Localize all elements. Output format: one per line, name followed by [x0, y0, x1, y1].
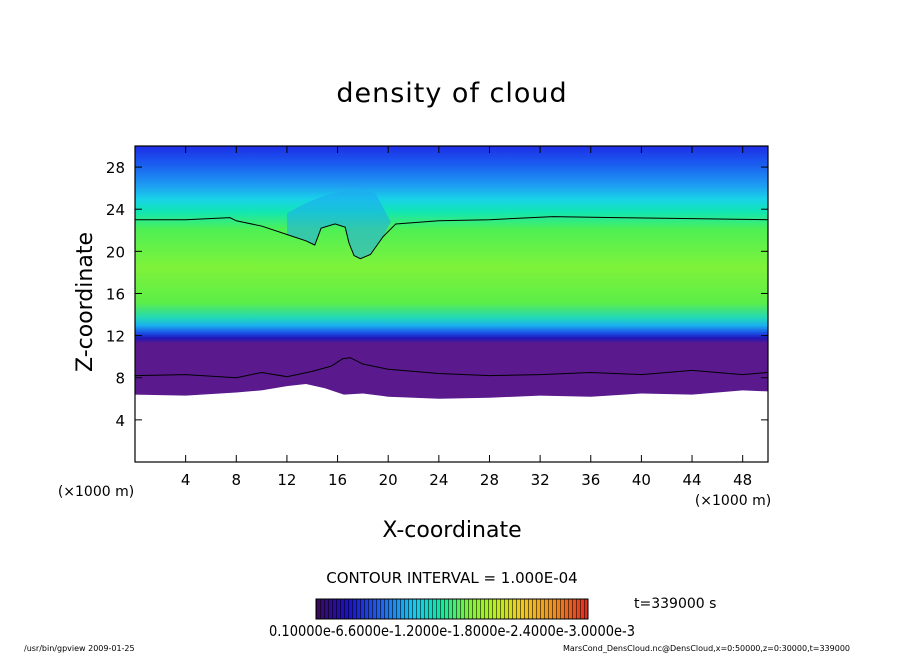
x-tick-label: 4: [181, 471, 191, 489]
z-unit-label: (×1000 m): [58, 484, 134, 500]
x-unit-label: (×1000 m): [695, 493, 771, 509]
x-axis-label: X-coordinate: [382, 518, 521, 543]
x-tick-label: 16: [328, 471, 347, 489]
y-tick-label: 12: [106, 328, 125, 346]
x-tick-label: 28: [480, 471, 499, 489]
time-label: t=339000 s: [634, 596, 716, 612]
colorbar-tick-labels: 0.10000e-6.6000e-1.2000e-1.8000e-2.4000e…: [269, 622, 635, 640]
x-tick-label: 8: [232, 471, 242, 489]
y-tick-label: 8: [115, 370, 125, 388]
plot-area: [135, 146, 768, 399]
x-tick-label: 20: [379, 471, 398, 489]
density-field: [135, 146, 768, 399]
x-tick-label: 48: [733, 471, 752, 489]
x-tick-label: 40: [632, 471, 651, 489]
x-axis-ticks: 4 8 12 16 20 24 28 32 36 40 44 48: [181, 146, 752, 489]
lower-contour-line: [135, 357, 768, 379]
footer-left: /usr/bin/gpview 2009-01-25: [24, 644, 135, 653]
contour-interval-label: CONTOUR INTERVAL = 1.000E-04: [326, 569, 577, 587]
x-tick-label: 24: [429, 471, 448, 489]
x-tick-label: 36: [581, 471, 600, 489]
x-tick-label: 32: [531, 471, 550, 489]
upper-contour-line: [135, 216, 768, 260]
plot-frame: [134, 145, 769, 463]
x-tick-label: 12: [277, 471, 296, 489]
y-axis-ticks: 4 8 12 16 20 24 28: [106, 159, 768, 430]
y-tick-label: 4: [115, 412, 125, 430]
colorbar-levels: [316, 599, 588, 619]
chart-title: density of cloud: [336, 78, 567, 109]
y-tick-label: 24: [106, 201, 125, 219]
y-axis-label: Z-coordinate: [73, 232, 98, 372]
y-tick-label: 20: [106, 243, 125, 261]
y-tick-label: 28: [106, 159, 125, 177]
y-tick-label: 16: [106, 285, 125, 303]
footer-right: MarsCond_DensCloud.nc@DensCloud,x=0:5000…: [563, 644, 850, 653]
x-tick-label: 44: [682, 471, 701, 489]
